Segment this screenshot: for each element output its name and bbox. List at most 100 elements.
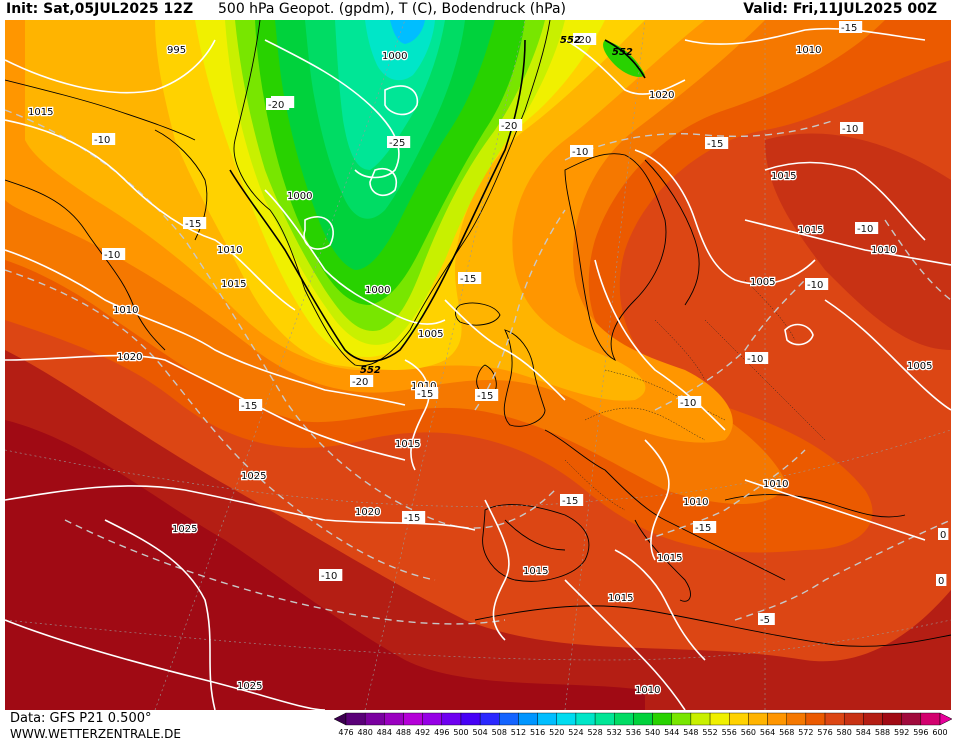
svg-text:1000: 1000 — [382, 51, 407, 62]
colorbar-swatch — [786, 712, 807, 726]
geopot-552-line — [229, 39, 646, 362]
pressure-label: 1020 — [648, 89, 676, 103]
colorbar-tick-label: 520 — [549, 728, 564, 737]
svg-text:-15: -15 — [562, 496, 578, 507]
colorbar-swatch — [345, 712, 366, 726]
pressure-label: 1010 — [682, 496, 710, 510]
svg-text:1015: 1015 — [798, 225, 823, 236]
svg-text:0: 0 — [940, 530, 946, 541]
colorbar-tick-label: 512 — [511, 728, 526, 737]
temperature-label: -20 — [266, 98, 290, 111]
color-scale-bar: 476 480 484 488 492 496 500 504 508 512 516 520 524 5… — [333, 712, 953, 737]
temperature-label: -10 — [840, 122, 864, 135]
isotherms — [5, 109, 951, 625]
svg-text:-10: -10 — [104, 250, 120, 261]
colorbar-swatch — [671, 712, 692, 726]
temperature-label: -10 — [570, 145, 594, 158]
svg-text:-15: -15 — [707, 139, 723, 150]
temperature-label: -15 — [475, 389, 499, 402]
colorbar-swatch — [594, 712, 615, 726]
temperature-label: -10 — [92, 133, 116, 146]
pressure-label: 995 — [166, 44, 188, 58]
colorbar-tick-label: 548 — [683, 728, 698, 737]
colorbar-swatch — [556, 712, 577, 726]
svg-text:1010: 1010 — [683, 497, 708, 508]
svg-text:-20: -20 — [268, 100, 284, 111]
temperature-label: -25 — [387, 136, 411, 149]
pressure-label: 1000 — [286, 190, 314, 204]
field-520 — [390, 20, 425, 44]
colorbar-tick-label: 556 — [722, 728, 737, 737]
colorbar-tick-label: 564 — [760, 728, 775, 737]
pressure-label: 1015 — [656, 552, 684, 566]
temperature-label: -10 — [855, 222, 879, 235]
svg-text:1010: 1010 — [113, 305, 138, 316]
svg-text:-15: -15 — [695, 523, 711, 534]
colorbar-swatch — [518, 712, 538, 726]
temperature-label: -20 — [573, 33, 597, 46]
temperature-label: -20 — [499, 119, 523, 132]
svg-text:-15: -15 — [185, 219, 201, 230]
svg-text:1015: 1015 — [608, 593, 633, 604]
svg-text:-15: -15 — [241, 401, 257, 412]
svg-text:1015: 1015 — [523, 566, 548, 577]
temperature-label: -15 — [560, 494, 584, 507]
pressure-label: 1015 — [797, 224, 825, 238]
svg-text:-20: -20 — [352, 377, 368, 388]
colorbar-tick-label: 560 — [741, 728, 756, 737]
colorbar-tick-label: 488 — [396, 728, 411, 737]
svg-text:-10: -10 — [857, 224, 873, 235]
colorbar-tick-label: 600 — [932, 728, 947, 737]
colorbar-swatch — [384, 712, 404, 726]
pressure-label: 1005 — [906, 360, 934, 374]
temperature-label: -10 — [319, 569, 343, 582]
svg-text:1025: 1025 — [237, 681, 262, 692]
temperature-label: -15 — [239, 399, 263, 412]
colorbar-swatch — [441, 712, 462, 726]
coastlines — [5, 20, 951, 647]
pressure-label: 1010 — [634, 684, 662, 698]
pressure-label: 1025 — [171, 523, 199, 537]
pressure-label: 1010 — [762, 478, 790, 492]
svg-text:552: 552 — [560, 35, 581, 46]
pressure-label: 1010 — [216, 244, 244, 258]
svg-text:552: 552 — [612, 47, 633, 58]
svg-text:1010: 1010 — [796, 45, 821, 56]
temperature-label: -15 — [402, 511, 426, 524]
colorbar-swatch — [805, 712, 826, 726]
temperature-label: 0 — [938, 528, 949, 541]
temperature-label: -10 — [745, 352, 769, 365]
svg-text:1000: 1000 — [287, 191, 312, 202]
svg-text:1010: 1010 — [217, 245, 242, 256]
pressure-label: 1000 — [364, 284, 392, 298]
colorbar-swatch — [920, 712, 941, 726]
colorbar-swatch — [690, 712, 711, 726]
colorbar-swatch — [614, 712, 634, 726]
colorbar-swatch — [364, 712, 385, 726]
svg-text:-15: -15 — [477, 391, 493, 402]
svg-text:552: 552 — [360, 365, 381, 376]
svg-text:1000: 1000 — [365, 285, 390, 296]
pressure-label: 1010 — [795, 44, 823, 58]
colorbar-tick-label: 528 — [587, 728, 602, 737]
svg-text:1015: 1015 — [221, 279, 246, 290]
colorbar-tick-label: 552 — [702, 728, 717, 737]
svg-text:1015: 1015 — [771, 171, 796, 182]
colorbar-tick-label: 496 — [434, 728, 449, 737]
svg-text:-10: -10 — [747, 354, 763, 365]
map-title: 500 hPa Geopot. (gpdm), T (C), Bodendruc… — [218, 1, 566, 17]
colorbar-tick-label: 516 — [530, 728, 545, 737]
colorbar-tick-label: 592 — [894, 728, 909, 737]
pressure-label: 1005 — [417, 328, 445, 342]
field-nordic-green — [603, 40, 645, 77]
colorbar-swatch — [499, 712, 519, 726]
pressure-label: 1000 — [381, 50, 409, 64]
svg-text:-5: -5 — [760, 615, 770, 626]
geopotential-label: 552 — [360, 365, 381, 376]
colorbar-swatch — [422, 712, 443, 726]
colorbar-swatch — [767, 712, 787, 726]
colorbar-swatch — [729, 712, 749, 726]
svg-text:-10: -10 — [807, 280, 823, 291]
colorbar-tick-label: 572 — [798, 728, 813, 737]
colorbar-tick-label: 588 — [875, 728, 890, 737]
